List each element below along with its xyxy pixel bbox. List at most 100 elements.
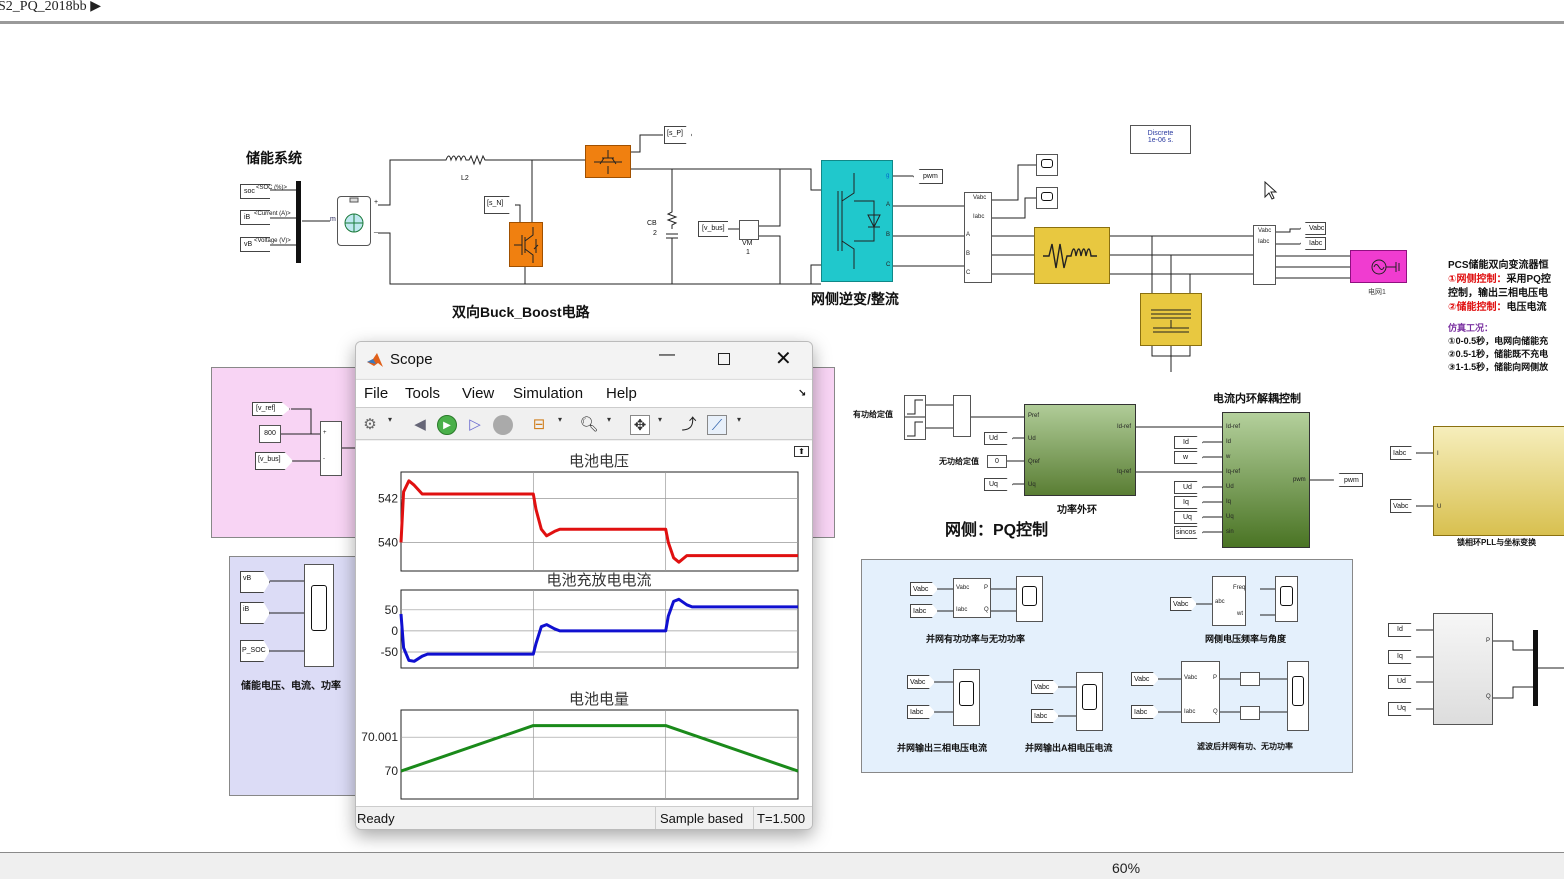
goto-tag-soc[interactable]: soc	[240, 184, 270, 199]
goto-tag-ib[interactable]: iB	[240, 210, 270, 225]
battery-block[interactable]	[337, 196, 371, 246]
scope-block-iabc[interactable]	[1036, 187, 1058, 209]
from-tag-iabc-f[interactable]: Iabc	[1131, 705, 1159, 719]
maximize-button[interactable]	[718, 353, 730, 365]
dq-power-block[interactable]: P Q	[1433, 613, 1493, 725]
from-tag-ud-3[interactable]: Ud	[1388, 675, 1417, 689]
bus-selector[interactable]	[296, 181, 301, 263]
scope-window[interactable]: Scope — ✕ File Tools View Simulation Hel…	[355, 341, 813, 830]
from-tag-uq[interactable]: Uq	[984, 478, 1013, 491]
scope-block-vabc[interactable]	[1036, 154, 1058, 176]
from-tag-s-n[interactable]: [s_N]	[484, 196, 516, 214]
stop-button[interactable]	[493, 415, 513, 435]
zoom-dropdown-icon[interactable]: ▾	[607, 415, 612, 424]
from-tag-iabc-m1[interactable]: Iabc	[910, 604, 938, 618]
step-back-icon[interactable]: ◀	[414, 416, 426, 433]
from-tag-vabc-3[interactable]: Vabc	[907, 675, 935, 689]
filter-q[interactable]	[1240, 706, 1260, 720]
from-tag-pwm[interactable]: pwm	[913, 169, 943, 184]
power-outer-loop-block[interactable]: Pref Ud Qref Uq Id-ref Iq-ref	[1024, 404, 1136, 496]
from-tag-vabc-m1[interactable]: Vabc	[910, 582, 938, 596]
run-button[interactable]: ▶	[437, 415, 457, 435]
voltage-measurement-block[interactable]	[739, 220, 759, 240]
capacitor-bank-block[interactable]	[1140, 293, 1202, 346]
from-tag-s-p[interactable]: [s_P]	[664, 126, 692, 144]
from-tag-uq-2[interactable]: Uq	[1174, 511, 1203, 524]
constant-800[interactable]: 800	[259, 425, 281, 443]
scope-three-phase[interactable]	[953, 669, 980, 726]
autoscale-dropdown-icon[interactable]: ▾	[658, 415, 663, 424]
step-forward-icon[interactable]: ▷	[469, 416, 481, 433]
power-meas-block[interactable]: Vabc Iabc P Q	[953, 578, 991, 618]
constant-q[interactable]: 0	[987, 455, 1007, 468]
scope-pq[interactable]	[1016, 576, 1043, 622]
scope-freq[interactable]	[1275, 576, 1298, 622]
menu-tools[interactable]: Tools	[405, 385, 441, 402]
from-tag-sincos[interactable]: sincos	[1174, 526, 1203, 539]
from-tag-vabc-a[interactable]: Vabc	[1031, 680, 1059, 694]
mux-bar[interactable]	[1533, 630, 1538, 706]
from-tag-iabc-a[interactable]: Iabc	[1031, 709, 1059, 723]
from-tag-id[interactable]: Id	[1174, 436, 1203, 449]
from-tag-iabc-pll[interactable]: Iabc	[1390, 446, 1417, 460]
from-tag-vabc-pll[interactable]: Vabc	[1390, 499, 1417, 513]
from-tag-ud-2[interactable]: Ud	[1174, 481, 1203, 494]
vi-measurement-2[interactable]: Vabc Iabc	[1253, 225, 1276, 285]
menu-help[interactable]: Help	[606, 385, 637, 402]
menu-view[interactable]: View	[462, 385, 495, 402]
signal-dropdown-icon[interactable]: ▾	[558, 415, 563, 424]
settings-gear-icon[interactable]: ⚙	[363, 416, 377, 433]
breadcrumb-arrow-icon[interactable]: ▶	[90, 0, 101, 14]
goto-tag-vabc[interactable]: Vabc	[1300, 222, 1326, 235]
minimize-button[interactable]: —	[659, 346, 675, 363]
goto-tag-v-bus[interactable]: [v_bus]	[698, 221, 728, 237]
pll-block[interactable]: I U	[1433, 426, 1564, 536]
battery-scope-block[interactable]	[304, 564, 334, 667]
from-tag-p-soc[interactable]: P_SOC	[240, 640, 270, 662]
zoom-in-icon[interactable]: 🔍︎	[579, 416, 599, 433]
sum-block[interactable]: + -	[320, 421, 342, 476]
igbt-upper[interactable]	[585, 145, 631, 178]
menu-file[interactable]: File	[364, 385, 389, 402]
inverter-block[interactable]	[821, 160, 893, 282]
filter-p[interactable]	[1240, 672, 1260, 686]
measurement-dropdown-icon[interactable]: ▾	[737, 415, 742, 424]
from-tag-vabc-f[interactable]: Vabc	[1131, 672, 1159, 686]
from-tag-iq-2[interactable]: Iq	[1388, 650, 1417, 664]
menu-simulation[interactable]: Simulation	[513, 385, 584, 402]
freq-meas-block[interactable]: abc Freq wt	[1212, 576, 1246, 626]
igbt-lower[interactable]	[509, 222, 543, 267]
from-tag-id-2[interactable]: Id	[1388, 623, 1417, 637]
model-name[interactable]: S2_PQ_2018bb	[0, 0, 87, 14]
scope-title-bar[interactable]: Scope — ✕	[356, 342, 812, 378]
signal-selector-icon[interactable]: ⊟	[532, 416, 546, 433]
measurement-icon[interactable]: ⟋	[707, 415, 727, 435]
from-tag-ud[interactable]: Ud	[984, 432, 1013, 445]
power-meas-block-2[interactable]: Vabc Iabc P Q	[1181, 661, 1220, 723]
vi-measurement-1[interactable]: Vabc Iabc A B C	[964, 192, 992, 283]
goto-tag-v-ref[interactable]: [v_ref]	[252, 402, 290, 416]
from-tag-iq[interactable]: Iq	[1174, 496, 1203, 509]
sum-block-p[interactable]	[953, 395, 971, 437]
from-tag-uq-3[interactable]: Uq	[1388, 702, 1417, 716]
step-blocks[interactable]	[904, 395, 926, 440]
current-inner-loop-block[interactable]: Id-ref Id w Iq-ref Ud Iq Uq sin pwm	[1222, 412, 1310, 548]
from-tag-vb[interactable]: vB	[240, 571, 270, 593]
goto-tag-iabc[interactable]: Iabc	[1300, 237, 1326, 250]
scope-filtered[interactable]	[1287, 661, 1309, 731]
from-tag-ib[interactable]: iB	[240, 602, 270, 624]
from-tag-v-bus[interactable]: [v_bus]	[255, 452, 293, 470]
powergui-block[interactable]: Discrete 1e-06 s.	[1130, 125, 1191, 154]
goto-tag-vb[interactable]: vB	[240, 237, 270, 252]
breadcrumb[interactable]: S2_PQ_2018bb ▶	[0, 0, 101, 15]
from-tag-iabc-3[interactable]: Iabc	[907, 705, 935, 719]
grid-source-block[interactable]	[1350, 250, 1407, 283]
undock-icon[interactable]: ⬆	[794, 446, 809, 457]
zoom-level[interactable]: 60%	[1112, 860, 1141, 876]
autoscale-icon[interactable]: ✥	[630, 415, 650, 435]
scope-phase-a[interactable]	[1076, 672, 1103, 731]
trigger-icon[interactable]: ⤴	[681, 416, 697, 433]
from-tag-w[interactable]: w	[1174, 451, 1203, 464]
goto-tag-pwm[interactable]: pwm	[1333, 473, 1363, 487]
settings-dropdown-icon[interactable]: ▾	[388, 415, 393, 424]
